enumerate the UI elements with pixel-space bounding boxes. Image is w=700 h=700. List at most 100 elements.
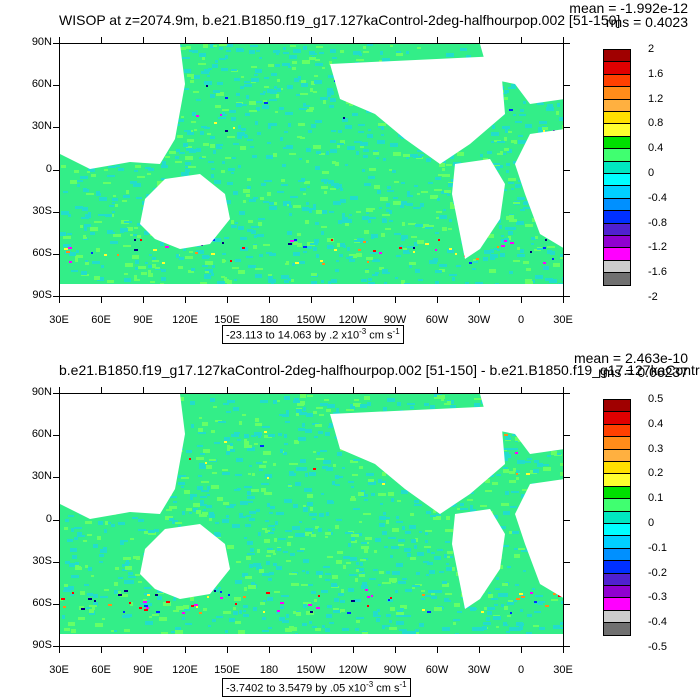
- y-tick-label: 60N: [31, 428, 52, 441]
- bottom-map-plot: [59, 393, 564, 647]
- x-tick-mark: [395, 647, 396, 653]
- x-tick-mark: [269, 37, 270, 43]
- x-tick-label: 90E: [133, 314, 153, 326]
- x-tick-mark: [59, 647, 60, 653]
- colorbar-swatch: [603, 98, 631, 112]
- colorbar-swatch: [603, 473, 631, 487]
- x-tick-mark: [521, 297, 522, 303]
- colorbar-label: -0.5: [648, 641, 667, 653]
- colorbar-label: 1.2: [648, 92, 664, 105]
- x-tick-label: 180: [259, 314, 279, 326]
- top-ocean-field-map: [60, 44, 563, 296]
- x-tick-mark: [101, 387, 102, 393]
- bottom-rms-label: rms = 0.06237: [598, 364, 688, 380]
- colorbar-swatch: [603, 597, 631, 611]
- x-tick-label: 30E: [49, 314, 69, 326]
- colorbar-label: -0.2: [648, 566, 667, 579]
- y-tick-mark: [564, 477, 570, 479]
- land-mask-2: [60, 284, 563, 296]
- y-tick-label: 0: [45, 162, 52, 175]
- x-tick-mark: [311, 297, 312, 303]
- y-tick-mark: [53, 435, 59, 437]
- y-tick-mark: [53, 85, 59, 87]
- colorbar-swatch: [603, 148, 631, 162]
- x-tick-mark: [353, 297, 354, 303]
- colorbar-swatch: [603, 609, 631, 624]
- y-tick-label: 90S: [32, 639, 52, 651]
- x-tick-label: 60E: [91, 314, 111, 326]
- x-tick-mark: [521, 37, 522, 43]
- colorbar-swatch: [603, 61, 631, 75]
- colorbar-swatch: [603, 185, 631, 199]
- x-tick-mark: [185, 647, 186, 653]
- y-tick-mark: [564, 296, 570, 297]
- y-tick-label: 90N: [31, 386, 52, 398]
- colorbar-label: -0.3: [648, 591, 667, 604]
- y-tick-mark: [564, 127, 570, 129]
- y-tick-label: 30S: [32, 554, 52, 567]
- colorbar-swatch: [603, 510, 631, 524]
- colorbar-swatch: [603, 160, 631, 174]
- x-tick-mark: [185, 297, 186, 303]
- x-tick-label: 60W: [425, 664, 449, 676]
- x-tick-mark: [143, 387, 144, 393]
- y-tick-mark: [53, 43, 59, 44]
- colorbar-label: 2: [648, 43, 655, 55]
- y-tick-mark: [564, 169, 570, 171]
- colorbar-swatch: [603, 73, 631, 88]
- y-tick-label: 90S: [32, 289, 52, 301]
- colorbar-label: -0.4: [648, 616, 667, 629]
- x-tick-mark: [185, 387, 186, 393]
- x-tick-mark: [143, 647, 144, 653]
- y-tick-label: 0: [45, 512, 52, 525]
- x-tick-label: 150E: [214, 664, 240, 676]
- x-tick-label: 30W: [467, 664, 491, 676]
- x-tick-label: 150W: [296, 314, 326, 326]
- bottom-mean-label: mean = 2.463e-10: [573, 350, 688, 366]
- land-mask-1: [60, 44, 185, 169]
- y-tick-mark: [53, 646, 59, 647]
- top-map-plot: [59, 43, 564, 297]
- land-mask-4: [452, 159, 505, 259]
- x-tick-label: 120W: [338, 314, 368, 326]
- top-map-panel: WISOP at z=2074.9m, b.e21.B1850.f19_g17.…: [31, 0, 688, 344]
- x-tick-mark: [437, 297, 438, 303]
- x-tick-label: 60E: [91, 664, 111, 676]
- bottom-contour-range: -3.7402 to 3.5479 by .05 x10-3 cm s-1: [222, 678, 411, 697]
- x-tick-mark: [395, 387, 396, 393]
- y-tick-label: 30N: [31, 120, 52, 133]
- x-tick-mark: [311, 647, 312, 653]
- x-tick-mark: [395, 297, 396, 303]
- land-mask-6: [480, 394, 563, 454]
- land-mask-1: [60, 394, 185, 519]
- x-tick-mark: [563, 647, 564, 653]
- y-tick-label: 60N: [31, 78, 52, 91]
- x-tick-label: 90W: [383, 664, 407, 676]
- x-tick-mark: [59, 387, 60, 393]
- colorbar-swatch: [603, 135, 631, 150]
- x-tick-label: 120E: [172, 664, 198, 676]
- top-mean-label: mean = -1.992e-12: [569, 0, 688, 16]
- colorbar-swatch: [603, 585, 631, 599]
- x-tick-mark: [311, 37, 312, 43]
- x-tick-mark: [353, 647, 354, 653]
- x-tick-mark: [521, 387, 522, 393]
- colorbar-swatch: [603, 86, 631, 100]
- x-tick-mark: [185, 37, 186, 43]
- x-tick-mark: [269, 387, 270, 393]
- x-tick-mark: [437, 647, 438, 653]
- y-tick-mark: [564, 519, 570, 521]
- colorbar-swatch: [603, 197, 631, 212]
- x-tick-label: 180: [259, 664, 279, 676]
- colorbar-label: 1.6: [648, 67, 664, 80]
- colorbar-label: 0.1: [648, 492, 664, 505]
- x-tick-mark: [479, 297, 480, 303]
- y-tick-mark: [564, 561, 570, 563]
- x-tick-label: 30W: [467, 314, 491, 326]
- colorbar-swatch: [603, 436, 631, 450]
- y-tick-label: 30S: [32, 204, 52, 217]
- y-tick-mark: [564, 435, 570, 437]
- colorbar-swatch: [603, 272, 631, 286]
- x-tick-mark: [143, 37, 144, 43]
- y-tick-mark: [564, 646, 570, 647]
